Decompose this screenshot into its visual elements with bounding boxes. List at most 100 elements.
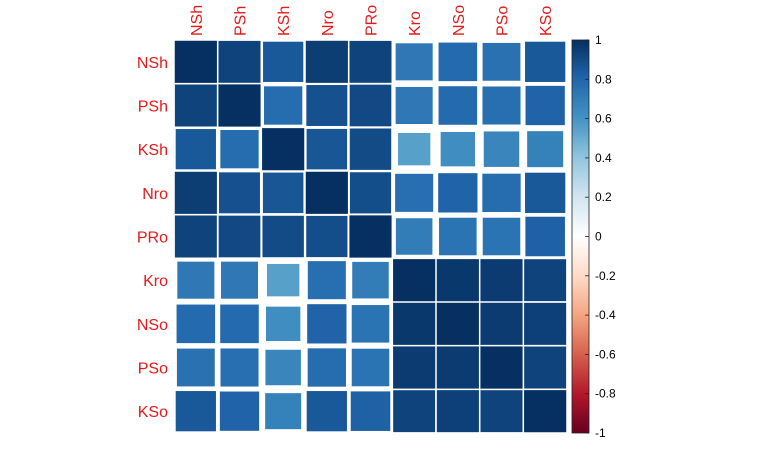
heatmap-cell-NSh-KSo — [525, 41, 566, 82]
heatmap-cell-Kro-PRo — [352, 261, 389, 299]
heatmap-cell-PRo-NSo — [439, 217, 477, 256]
heatmap-cell-NSh-Nro — [305, 40, 349, 84]
heatmap-cell-NSo-KSh — [265, 306, 301, 342]
heatmap-cell-KSo-Nro — [306, 391, 347, 432]
row-label-NSh: NSh — [137, 55, 168, 72]
heatmap-cell-NSo-Nro — [307, 304, 347, 344]
heatmap-cell-NSo-NSo — [436, 302, 480, 346]
color-bar-tick-label: 1 — [595, 33, 602, 47]
heatmap-cell-KSh-KSh — [261, 127, 305, 171]
color-bar-tick-label: 0.2 — [595, 190, 612, 204]
heatmap-cell-Nro-KSo — [525, 172, 566, 213]
heatmap-cell-Kro-Kro — [392, 258, 436, 302]
heatmap-cell-Nro-Kro — [395, 173, 434, 212]
heatmap-cell-Kro-KSo — [524, 259, 567, 302]
heatmap-cell-PSo-PSo — [479, 345, 524, 390]
row-label-KSh: KSh — [138, 142, 168, 159]
column-label-PSh: PSh — [233, 6, 250, 36]
heatmap-cell-KSh-PRo — [349, 128, 392, 170]
heatmap-cell-PSh-NSo — [438, 86, 478, 125]
heatmap-cell-PRo-Kro — [395, 218, 433, 255]
heatmap-cell-KSh-KSo — [527, 131, 564, 168]
heatmap-cell-KSo-NSh — [175, 391, 216, 432]
heatmap-cell-KSh-PSh — [220, 130, 259, 169]
heatmap-cell-KSh-PSo — [483, 131, 520, 167]
heatmap-cell-PSh-PSh — [217, 83, 262, 128]
heatmap-cell-Nro-Nro — [305, 171, 349, 215]
heatmap-cell-PSo-PSh — [220, 348, 259, 387]
heatmap-cell-NSh-PRo — [349, 40, 392, 83]
row-label-NSo: NSo — [137, 317, 168, 334]
heatmap-cell-PRo-KSh — [262, 215, 304, 258]
heatmap-cell-Kro-NSo — [436, 258, 480, 302]
heatmap-cell-NSh-NSh — [174, 40, 218, 84]
column-label-Kro: Kro — [407, 11, 424, 36]
heatmap-cell-PRo-KSo — [525, 216, 565, 257]
row-label-Kro: Kro — [143, 273, 168, 290]
heatmap-cell-Nro-PRo — [349, 172, 392, 214]
heatmap-cell-PSo-Kro — [392, 346, 436, 389]
heatmap-cell-Kro-NSh — [177, 261, 215, 299]
heatmap-cell-PSh-KSo — [525, 85, 565, 126]
heatmap-cell-PSh-KSh — [264, 86, 303, 125]
heatmap-cell-PSh-Nro — [306, 85, 348, 126]
heatmap-cell-PSh-NSh — [174, 84, 217, 127]
column-label-KSh: KSh — [276, 6, 293, 36]
heatmap-cell-PSo-NSo — [436, 346, 480, 389]
heatmap-cell-KSh-NSh — [175, 129, 216, 170]
heatmap-cell-KSh-NSo — [440, 131, 476, 167]
heatmap-cell-PRo-PSo — [482, 217, 521, 256]
heatmap-cell-Kro-Nro — [307, 261, 346, 300]
column-label-Nro: Nro — [320, 10, 337, 36]
color-bar-tick-label: 0.6 — [595, 112, 612, 126]
heatmap-cell-NSo-PSh — [220, 304, 259, 344]
heatmap-cell-PSh-Kro — [395, 86, 433, 125]
heatmap-cell-KSo-PSh — [219, 391, 260, 431]
heatmap-cell-NSh-KSh — [263, 41, 304, 82]
heatmap-cells — [174, 40, 567, 433]
color-bar-tick-label: 0 — [595, 230, 602, 244]
row-label-Nro: Nro — [142, 186, 168, 203]
heatmap-cell-NSh-PSo — [482, 42, 521, 81]
color-bar-tick-label: -0.4 — [595, 308, 616, 322]
heatmap-cell-KSh-Nro — [306, 128, 348, 170]
heatmap-cell-Kro-KSh — [266, 263, 300, 297]
heatmap-cell-Kro-PSo — [480, 258, 523, 302]
row-label-PSo: PSo — [138, 361, 168, 378]
heatmap-cell-PRo-PSh — [218, 215, 261, 258]
heatmap-cell-PRo-Nro — [306, 215, 348, 258]
heatmap-cell-PSo-KSh — [265, 349, 301, 386]
heatmap-cell-PSh-PSo — [482, 86, 521, 125]
heatmap-cell-PRo-PRo — [348, 214, 393, 259]
column-label-NSo: NSo — [451, 5, 468, 36]
heatmap-cell-NSh-Kro — [395, 43, 433, 81]
color-bar-tick-label: 0.8 — [595, 72, 612, 86]
heatmap-cell-KSo-NSo — [436, 390, 480, 433]
heatmap-grid — [173, 39, 568, 434]
column-label-NSh: NSh — [189, 5, 206, 36]
heatmap-cell-Nro-NSh — [174, 171, 218, 215]
heatmap-cell-NSh-PSh — [218, 40, 261, 83]
heatmap-cell-KSo-PRo — [350, 391, 391, 431]
heatmap-cell-NSo-PRo — [351, 305, 390, 343]
color-bar-tick-label: -0.2 — [595, 269, 616, 283]
row-label-PRo: PRo — [137, 230, 168, 247]
heatmap-cell-KSh-Kro — [397, 132, 431, 166]
heatmap-cell-KSo-Kro — [393, 390, 436, 433]
heatmap-cell-NSo-KSo — [524, 302, 567, 346]
heatmap-cell-NSo-PSo — [480, 302, 523, 346]
heatmap-cell-PSo-NSh — [176, 348, 215, 387]
column-label-KSo: KSo — [538, 6, 555, 36]
heatmap-cell-PSo-KSo — [524, 346, 567, 389]
heatmap-cell-KSo-PSo — [480, 390, 523, 433]
heatmap-cell-NSh-NSo — [438, 42, 478, 82]
color-bar-tick-label: -0.6 — [595, 347, 616, 361]
heatmap-cell-Nro-KSh — [262, 172, 304, 214]
row-label-PSh: PSh — [138, 99, 168, 116]
heatmap-cell-NSo-NSh — [176, 304, 216, 344]
heatmap-cell-Nro-PSh — [219, 172, 260, 214]
heatmap-cell-KSo-KSh — [265, 393, 302, 430]
row-label-KSo: KSo — [138, 404, 168, 421]
